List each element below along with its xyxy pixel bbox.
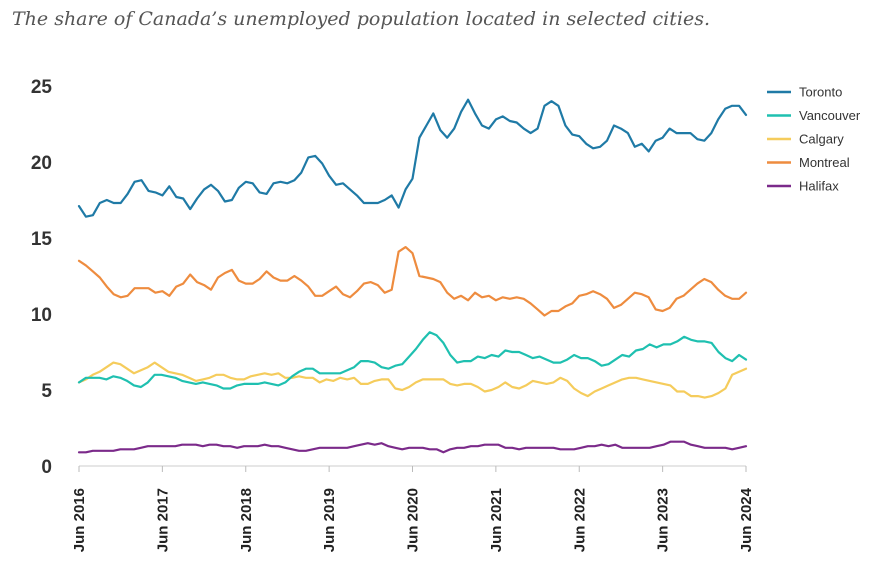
x-tick-label: Jun 2017 <box>154 488 171 552</box>
x-tick-label: Jun 2021 <box>488 488 505 552</box>
series-line-toronto <box>77 98 748 218</box>
x-tick-label: Jun 2024 <box>738 487 755 552</box>
series-line-montreal <box>77 246 748 317</box>
y-tick-label: 15 <box>31 229 53 250</box>
y-tick-label: 5 <box>41 381 52 402</box>
legend-label-vancouver: Vancouver <box>799 108 861 123</box>
legend-label-halifax: Halifax <box>799 179 839 194</box>
x-tick-label: Jun 2018 <box>238 488 255 552</box>
x-axis: Jun 2016 Jun 2017 Jun 2018 Jun 2019 Jun 2020… <box>71 465 755 552</box>
chart-title: The share of Canada’s unemployed populat… <box>12 8 710 30</box>
series-line-halifax <box>77 440 748 454</box>
legend-label-montreal: Montreal <box>799 155 850 170</box>
x-tick-label: Jun 2023 <box>655 488 672 552</box>
y-tick-label: 25 <box>31 77 53 98</box>
y-tick-label: 10 <box>31 305 52 326</box>
series-line-vancouver <box>77 331 748 390</box>
legend: Toronto Vancouver Calgary Montreal Halifax <box>767 85 861 194</box>
series-line-calgary <box>77 361 748 399</box>
y-tick-label: 20 <box>31 153 52 174</box>
legend-label-calgary: Calgary <box>799 132 844 147</box>
legend-label-toronto: Toronto <box>799 85 842 100</box>
y-tick-label: 0 <box>41 457 52 478</box>
x-tick-label: Jun 2019 <box>321 488 338 552</box>
y-axis: 0 5 10 15 20 25 <box>31 77 53 478</box>
x-tick-label: Jun 2020 <box>405 488 422 552</box>
x-tick-label: Jun 2016 <box>71 488 88 552</box>
series-lines <box>77 98 748 454</box>
x-tick-label: Jun 2022 <box>571 488 588 552</box>
